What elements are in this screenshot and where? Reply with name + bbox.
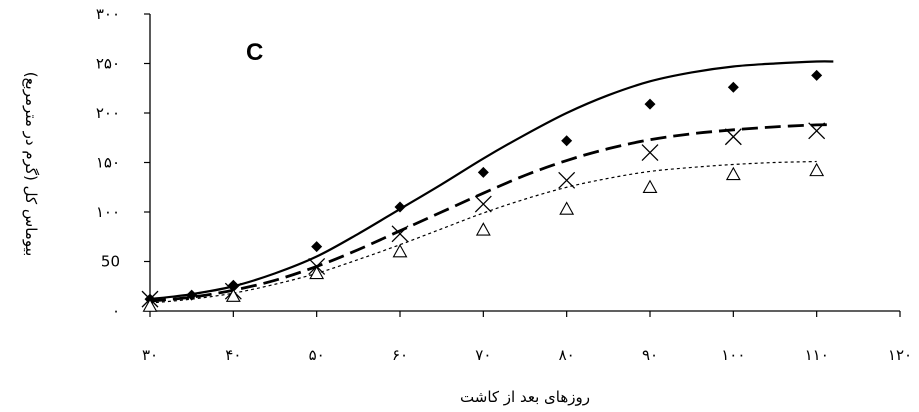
fit-curve-series-3 [149,160,817,304]
x-tick-label: ۱۲۰ [888,346,912,364]
triangle-marker [725,166,741,181]
triangle-marker [809,162,825,177]
x-tick-label: ۷۰ [475,346,491,364]
y-tick-label: ۱۵۰ [96,154,120,172]
x-axis-title: روزهای بعد از کاشت [460,388,590,406]
diamond-marker [186,289,198,301]
y-tick-label: ۲۰۰ [96,104,120,122]
y-ticks: ۰ 50 ۱۰۰ ۱۵۰ ۲۰۰ ۲۵۰ ۳۰۰ [96,5,150,320]
x-tick-label: ۱۱۰ [805,346,829,364]
x-marker [474,195,492,213]
triangle-marker [392,243,408,258]
x-tick-label: ۱۰۰ [721,346,745,364]
x-tick-label: ۸۰ [559,346,575,364]
y-tick-label: ۳۰۰ [96,5,120,23]
triangle-marker [225,288,241,302]
x-tick-label: ۵۰ [309,346,325,364]
x-ticks: ۳۰ ۴۰ ۵۰ ۶۰ ۷۰ ۸۰ ۹۰ ۱۰۰ ۱۱۰ ۱۲۰ [142,311,912,364]
triangle-marker [309,265,325,280]
triangle-marker [142,298,158,312]
x-tick-label: ۶۰ [392,346,408,364]
y-axis-title: بیوماس کل (گرم در مترمربع) [22,72,40,257]
diamond-marker [561,135,573,147]
triangle-marker [475,222,491,236]
triangle-marker [642,179,658,193]
diamond-marker [477,166,489,178]
diamond-marker [311,241,323,253]
y-tick-label: ۱۰۰ [96,203,120,221]
y-tick-label: ۲۵۰ [96,55,120,73]
x-marker [724,128,742,146]
y-tick-label: ۰ [112,302,120,320]
data-markers [141,69,826,312]
fit-curves [149,60,834,304]
x-marker [558,171,576,189]
panel-label: C [246,39,263,66]
fit-curve-series-2 [149,123,834,303]
y-tick-label: 50 [101,253,120,271]
diamond-marker [394,201,406,213]
x-tick-label: ۳۰ [142,346,158,364]
diamond-marker [644,98,656,110]
x-marker [808,122,826,140]
x-marker [641,144,659,162]
x-tick-label: ۹۰ [642,346,658,364]
x-marker [391,225,409,243]
diamond-marker [727,81,739,93]
x-tick-label: ۴۰ [225,346,241,364]
fit-curve-series-1 [149,60,834,301]
triangle-marker [559,201,575,215]
diamond-marker [811,69,823,81]
